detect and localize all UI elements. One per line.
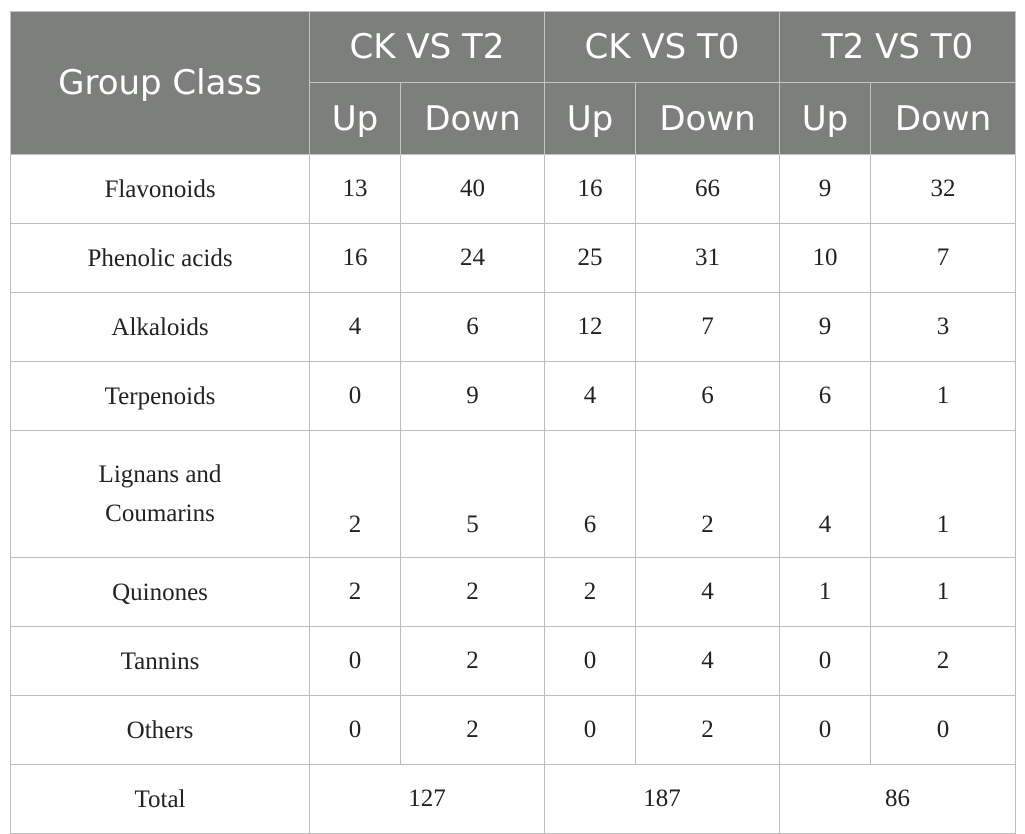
cell-value: 7 [869,223,1017,293]
row-label: Flavonoids [10,154,310,224]
cell-value: 0 [544,626,636,696]
group-header-t2-vs-t0: T2 VS T0 [778,11,1017,83]
cell-value: 4 [544,361,636,431]
table-row: Phenolic acids 16 24 25 31 10 7 [10,223,1017,293]
cell-value: 6 [544,430,636,558]
cell-value: 16 [544,154,636,224]
total-value-ck-vs-t2: 127 [309,764,545,834]
cell-value: 2 [309,430,401,558]
group-class-header: Group Class [10,11,310,155]
cell-value: 40 [400,154,545,224]
cell-value: 0 [309,361,401,431]
table-row: Tannins 0 2 0 4 0 2 [10,626,1017,696]
metabolite-comparison-table: Group Class CK VS T2 CK VS T0 T2 VS T0 U… [10,11,1017,834]
table-row: Others 0 2 0 2 0 0 [10,695,1017,765]
cell-value: 6 [779,361,871,431]
cell-value: 31 [635,223,780,293]
cell-value: 0 [779,626,871,696]
cell-value: 4 [779,430,871,558]
row-label: Terpenoids [10,361,310,431]
total-value-t2-vs-t0: 86 [778,764,1017,834]
row-label: Alkaloids [10,292,310,362]
cell-value: 1 [779,557,871,627]
subheader-down: Down [869,82,1017,155]
table-body: Flavonoids 13 40 16 66 9 32 Phenolic aci… [10,154,1017,834]
subheader-down: Down [635,82,780,155]
cell-value: 24 [400,223,545,293]
total-label: Total [10,764,310,834]
cell-value: 1 [869,430,1017,558]
header-row-groups: Group Class CK VS T2 CK VS T0 T2 VS T0 [10,11,1017,155]
table-row: Lignans and Coumarins 2 5 6 2 4 1 [10,430,1017,558]
cell-value: 12 [544,292,636,362]
row-label: Phenolic acids [10,223,310,293]
cell-value: 0 [309,626,401,696]
cell-value: 2 [400,695,545,765]
row-label-line: Lignans and [98,461,222,488]
subheader-up: Up [779,82,871,155]
subheader-down: Down [400,82,545,155]
cell-value: 6 [400,292,545,362]
cell-value: 10 [779,223,871,293]
cell-value: 2 [869,626,1017,696]
subheader-up: Up [309,82,401,155]
row-label: Others [10,695,310,765]
group-header-ck-vs-t2: CK VS T2 [309,11,545,83]
header-row-direction: Up Down Up Down Up Down [11,82,1017,155]
cell-value: 4 [309,292,401,362]
cell-value: 9 [779,154,871,224]
cell-value: 2 [635,695,780,765]
table-header: Group Class CK VS T2 CK VS T0 T2 VS T0 U… [10,11,1017,155]
table-row: Alkaloids 4 6 12 7 9 3 [10,292,1017,362]
table-row: Terpenoids 0 9 4 6 6 1 [10,361,1017,431]
row-label: Quinones [10,557,310,627]
row-label-line: Coumarins [105,500,215,527]
cell-value: 32 [869,154,1017,224]
subheader-up: Up [544,82,636,155]
cell-value: 5 [400,430,545,558]
cell-value: 0 [544,695,636,765]
table-row: Quinones 2 2 2 4 1 1 [10,557,1017,627]
cell-value: 9 [779,292,871,362]
cell-value: 2 [544,557,636,627]
cell-value: 2 [400,557,545,627]
cell-value: 2 [635,430,780,558]
cell-value: 6 [635,361,780,431]
cell-value: 16 [309,223,401,293]
cell-value: 0 [779,695,871,765]
cell-value: 0 [869,695,1017,765]
cell-value: 2 [309,557,401,627]
cell-value: 7 [635,292,780,362]
row-label: Lignans and Coumarins [10,430,310,558]
cell-value: 13 [309,154,401,224]
cell-value: 1 [869,361,1017,431]
total-row: Total 127 187 86 [10,764,1017,834]
group-header-ck-vs-t0: CK VS T0 [544,11,780,83]
cell-value: 1 [869,557,1017,627]
row-label: Tannins [10,626,310,696]
cell-value: 3 [869,292,1017,362]
cell-value: 4 [635,626,780,696]
total-value-ck-vs-t0: 187 [544,764,780,834]
cell-value: 9 [400,361,545,431]
cell-value: 66 [635,154,780,224]
cell-value: 2 [400,626,545,696]
cell-value: 25 [544,223,636,293]
cell-value: 0 [309,695,401,765]
cell-value: 4 [635,557,780,627]
table-row: Flavonoids 13 40 16 66 9 32 [10,154,1017,224]
